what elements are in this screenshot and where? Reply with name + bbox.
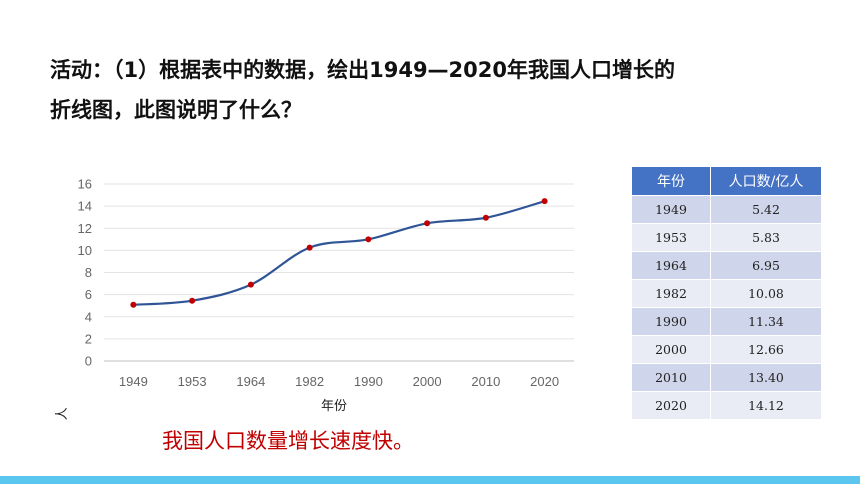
y-tick-label: 4: [85, 309, 92, 324]
x-axis-title: 年份: [321, 399, 347, 414]
question-text: 活动：（1）根据表中的数据，绘出1949—2020年我国人口增长的 折线图，此图…: [50, 50, 830, 130]
x-tick-label: 1982: [295, 374, 324, 389]
table-cell-year: 1953: [631, 223, 711, 252]
table-cell-year: 1982: [631, 279, 711, 308]
x-tick-label: 1949: [119, 374, 148, 389]
y-tick-label: 16: [78, 177, 92, 192]
table-cell-population: 12.66: [710, 335, 822, 364]
table-cell-population: 6.95: [710, 251, 822, 280]
table-row: 2000 12.66: [631, 335, 822, 364]
y-axis-ticks: 0 2 4 6 8 10 12 14 16: [78, 177, 92, 369]
table-cell-year: 1990: [631, 307, 711, 336]
table-row: 1953 5.83: [631, 223, 822, 252]
table-cell-year: 2010: [631, 363, 711, 392]
table-header-row: 年份 人口数/亿人: [631, 166, 822, 196]
x-tick-label: 2020: [530, 374, 559, 389]
table-row: 1982 10.08: [631, 279, 822, 308]
question-line-2: 折线图，此图说明了什么？: [50, 98, 302, 122]
x-axis-ticks: 1949 1953 1964 1982 1990 2000 2010 2020: [119, 374, 559, 389]
y-tick-label: 12: [78, 221, 92, 236]
x-tick-label: 1990: [354, 374, 383, 389]
table-cell-population: 5.42: [710, 195, 822, 224]
table-body: 1949 5.42 1953 5.83 1964 6.95 1982 10.08 1990 11.…: [631, 195, 822, 420]
y-tick-label: 0: [85, 354, 92, 369]
table-header-year: 年份: [631, 166, 711, 196]
question-line-1: 活动：（1）根据表中的数据，绘出1949—2020年我国人口增长的: [50, 58, 676, 82]
table-row: 1949 5.42: [631, 195, 822, 224]
table-cell-year: 1964: [631, 251, 711, 280]
data-point-marker: [130, 301, 137, 308]
data-point-marker: [306, 244, 313, 251]
population-series-line: [133, 200, 545, 306]
population-line-chart: 0 2 4 6 8 10 12 14 16 1949 1953 1964 1982 1990 2000 20…: [55, 177, 574, 420]
table-cell-year: 2020: [631, 391, 711, 420]
data-point-marker: [482, 214, 489, 221]
table-cell-population: 11.34: [710, 307, 822, 336]
data-point-marker: [247, 281, 254, 288]
y-axis-title: 人口数/亿人: [55, 407, 70, 420]
y-tick-label: 14: [78, 199, 92, 214]
bottom-accent-bar: [0, 476, 860, 484]
table-row: 2010 13.40: [631, 363, 822, 392]
table-cell-year: 2000: [631, 335, 711, 364]
data-point-marker: [424, 220, 431, 227]
y-tick-label: 10: [78, 243, 92, 258]
x-tick-label: 1953: [178, 374, 207, 389]
table-row: 1964 6.95: [631, 251, 822, 280]
table-cell-year: 1949: [631, 195, 711, 224]
population-table: 年份 人口数/亿人 1949 5.42 1953 5.83 1964 6.95 1982 10…: [631, 166, 822, 420]
x-tick-label: 2010: [471, 374, 500, 389]
table-cell-population: 14.12: [710, 391, 822, 420]
table-cell-population: 10.08: [710, 279, 822, 308]
y-tick-label: 2: [85, 331, 92, 346]
y-tick-label: 6: [85, 287, 92, 302]
data-point-marker: [189, 297, 196, 304]
population-series-markers: [130, 198, 548, 308]
x-tick-label: 2000: [413, 374, 442, 389]
x-tick-label: 1964: [236, 374, 265, 389]
data-point-marker: [365, 236, 372, 243]
chart-gridlines: [104, 183, 574, 362]
conclusion-text: 我国人口数量增长速度快。: [162, 429, 414, 453]
table-header-population: 人口数/亿人: [710, 166, 822, 196]
data-point-marker: [541, 198, 548, 205]
table-row: 2020 14.12: [631, 391, 822, 420]
table-cell-population: 13.40: [710, 363, 822, 392]
y-tick-label: 8: [85, 265, 92, 280]
table-row: 1990 11.34: [631, 307, 822, 336]
table-cell-population: 5.83: [710, 223, 822, 252]
